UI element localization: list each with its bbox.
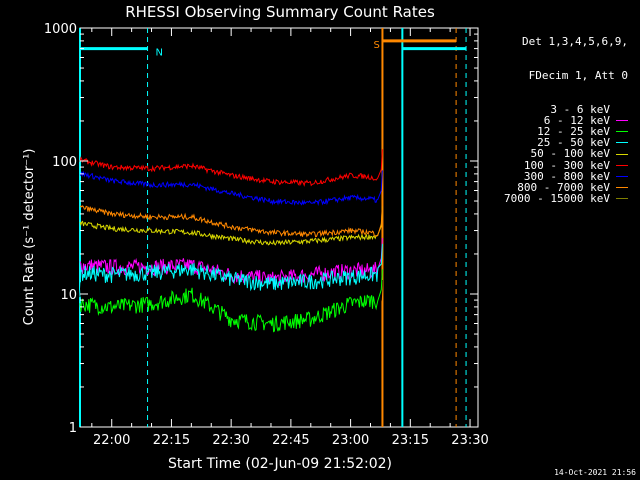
- flag-markers: NS: [79, 28, 467, 427]
- plot-frame: [79, 27, 479, 428]
- legend-item: 100 - 300 keV: [470, 158, 628, 172]
- legend-header-line-1: Det 1,3,4,5,6,9,: [522, 35, 628, 49]
- flag-label: S: [373, 40, 379, 51]
- chart-title: RHESSI Observing Summary Count Rates: [125, 3, 435, 21]
- timestamp: 14-Oct-2021 21:56: [554, 468, 636, 477]
- legend-items: 3 - 6 keV 6 - 12 keV 12 - 25 keV 25 - 50 ke…: [470, 102, 628, 204]
- legend-item: 7000 - 15000 keV: [470, 193, 628, 204]
- x-tick-label: 23:00: [332, 433, 369, 448]
- legend-item: 6 - 12 keV: [470, 115, 628, 126]
- legend-label: 7000 - 15000 keV: [504, 192, 610, 206]
- legend: Det 1,3,4,5,6,9, FDecim 1, Att 0 3 - 6 k…: [470, 14, 628, 216]
- legend-swatch: [616, 175, 628, 177]
- x-tick-label: 23:30: [451, 433, 488, 448]
- x-tick-label: 22:45: [272, 433, 309, 448]
- legend-item: 300 - 800 keV: [470, 171, 628, 182]
- legend-swatch: [616, 108, 628, 110]
- legend-item: 3 - 6 keV: [470, 102, 628, 116]
- series-line-2: [79, 237, 383, 288]
- x-tick-label: 22:00: [93, 433, 130, 448]
- legend-label: 25 - 50 keV: [537, 136, 610, 150]
- legend-swatch: [616, 153, 628, 155]
- y-axis-label: Count Rate (s⁻¹ detector⁻¹): [22, 149, 37, 326]
- series-layer: [79, 149, 383, 333]
- legend-header-line-2: FDecim 1, Att 0: [528, 69, 628, 83]
- x-axis-label: Start Time (02-Jun-09 21:52:02): [168, 456, 392, 472]
- series-line-1: [79, 279, 383, 321]
- legend-item: 25 - 50 keV: [470, 137, 628, 148]
- legend-item: 800 - 7000 keV: [470, 182, 628, 193]
- legend-swatch: [616, 187, 628, 189]
- x-tick-label: 23:15: [392, 433, 429, 448]
- legend-swatch: [616, 131, 628, 133]
- axes: 1 10 100 1000 22:00 22:15 22:30 22:45 23:00 23:15…: [44, 22, 489, 448]
- series-line-7: [79, 170, 383, 206]
- legend-label: 6 - 12 keV: [543, 113, 610, 127]
- flag-label: N: [156, 48, 163, 59]
- legend-label: 50 - 100 keV: [530, 147, 610, 161]
- x-tick-label: 22:15: [153, 433, 190, 448]
- y-tick-label: 10: [60, 288, 77, 303]
- legend-item: 12 - 25 keV: [470, 126, 628, 137]
- y-tick-label: 100: [52, 155, 77, 170]
- series-line-6: [79, 149, 383, 187]
- y-tick-label: 1000: [44, 22, 77, 37]
- legend-swatch: [616, 198, 628, 200]
- series-line-4: [79, 243, 383, 292]
- legend-swatch: [616, 119, 628, 121]
- legend-label: 800 - 7000 keV: [517, 181, 610, 195]
- series-line-3: [79, 269, 383, 333]
- x-tick-label: 22:30: [212, 433, 249, 448]
- series-line-5: [79, 205, 383, 246]
- series-line-8: [79, 203, 383, 238]
- legend-item: 50 - 100 keV: [470, 147, 628, 161]
- y-tick-label: 1: [69, 421, 77, 436]
- legend-swatch: [616, 164, 628, 166]
- legend-label: 300 - 800 keV: [523, 169, 610, 183]
- legend-swatch: [616, 142, 628, 144]
- legend-label: 100 - 300 keV: [523, 158, 610, 172]
- legend-label: 3 - 6 keV: [550, 102, 610, 116]
- legend-label: 12 - 25 keV: [537, 125, 610, 139]
